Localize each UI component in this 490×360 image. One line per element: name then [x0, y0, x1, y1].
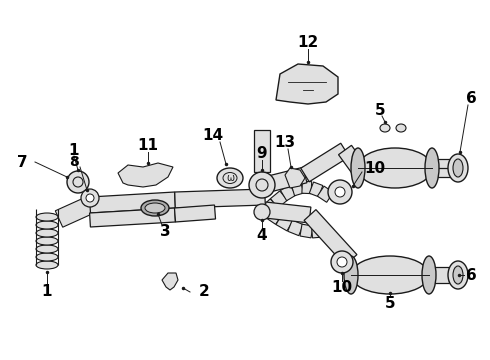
Ellipse shape — [141, 200, 169, 216]
Polygon shape — [280, 185, 296, 201]
Text: 5: 5 — [385, 296, 395, 310]
Polygon shape — [339, 145, 365, 173]
Circle shape — [81, 189, 99, 207]
Ellipse shape — [223, 172, 237, 184]
Circle shape — [337, 257, 347, 267]
Text: 5: 5 — [375, 103, 385, 117]
Circle shape — [249, 172, 275, 198]
Ellipse shape — [36, 221, 58, 229]
Text: 13: 13 — [274, 135, 295, 149]
Text: 9: 9 — [257, 145, 268, 161]
Circle shape — [254, 204, 270, 220]
Ellipse shape — [453, 159, 463, 177]
Polygon shape — [309, 182, 323, 197]
Polygon shape — [312, 225, 323, 238]
Polygon shape — [264, 202, 311, 223]
Circle shape — [86, 194, 94, 202]
Text: 14: 14 — [202, 127, 223, 143]
Ellipse shape — [448, 154, 468, 182]
Text: 2: 2 — [198, 284, 209, 300]
Ellipse shape — [380, 124, 390, 132]
Circle shape — [67, 171, 89, 193]
Ellipse shape — [36, 261, 58, 269]
Text: 7: 7 — [17, 154, 27, 170]
Polygon shape — [301, 143, 349, 182]
Ellipse shape — [145, 203, 165, 213]
Polygon shape — [263, 167, 307, 193]
Text: ω: ω — [226, 173, 234, 183]
Text: 6: 6 — [466, 267, 476, 283]
Polygon shape — [302, 181, 312, 194]
Polygon shape — [291, 181, 304, 196]
Ellipse shape — [396, 124, 406, 132]
Polygon shape — [285, 168, 305, 188]
Circle shape — [328, 180, 352, 204]
Polygon shape — [265, 207, 282, 224]
Polygon shape — [254, 130, 270, 172]
Ellipse shape — [36, 253, 58, 261]
Polygon shape — [261, 199, 278, 216]
Polygon shape — [118, 163, 173, 187]
Ellipse shape — [453, 266, 463, 284]
Polygon shape — [276, 214, 293, 231]
Text: 12: 12 — [297, 35, 318, 50]
Text: 10: 10 — [331, 280, 353, 296]
Polygon shape — [90, 208, 175, 227]
Ellipse shape — [422, 256, 436, 294]
Text: 1: 1 — [42, 284, 52, 300]
Text: 11: 11 — [138, 138, 158, 153]
Circle shape — [256, 179, 268, 191]
Polygon shape — [300, 224, 313, 238]
Ellipse shape — [344, 256, 358, 294]
Ellipse shape — [448, 261, 468, 289]
Circle shape — [331, 251, 353, 273]
Ellipse shape — [351, 256, 429, 294]
Polygon shape — [270, 191, 288, 208]
Polygon shape — [318, 186, 333, 202]
Ellipse shape — [351, 148, 365, 188]
Ellipse shape — [36, 213, 58, 221]
Text: 6: 6 — [466, 90, 476, 105]
Polygon shape — [162, 273, 178, 290]
Polygon shape — [429, 267, 449, 283]
Ellipse shape — [217, 168, 243, 188]
Polygon shape — [432, 159, 452, 177]
Ellipse shape — [36, 245, 58, 253]
Circle shape — [73, 177, 83, 187]
Circle shape — [335, 187, 345, 197]
Ellipse shape — [36, 229, 58, 237]
Polygon shape — [288, 220, 303, 236]
Text: 8: 8 — [69, 155, 79, 169]
Text: 3: 3 — [160, 225, 171, 239]
Polygon shape — [304, 210, 357, 265]
Ellipse shape — [36, 237, 58, 245]
Text: 4: 4 — [257, 228, 268, 243]
Polygon shape — [55, 197, 94, 227]
Text: 10: 10 — [365, 161, 386, 176]
Text: 1: 1 — [69, 143, 79, 158]
Ellipse shape — [425, 148, 439, 188]
Polygon shape — [175, 189, 265, 208]
Polygon shape — [174, 205, 216, 222]
Ellipse shape — [358, 148, 433, 188]
Polygon shape — [90, 192, 175, 213]
Polygon shape — [276, 64, 338, 104]
